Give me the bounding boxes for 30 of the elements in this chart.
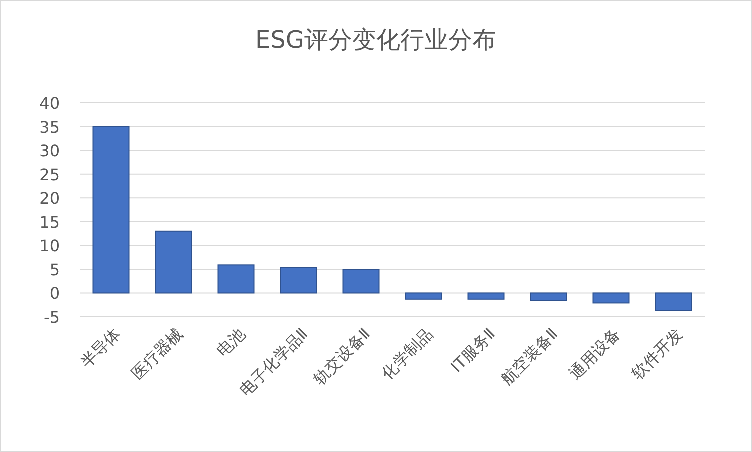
x-tick-label: 轨交设备Ⅱ (310, 324, 374, 389)
bar (280, 267, 318, 294)
x-tick-label: 航空装备Ⅱ (497, 324, 562, 389)
y-tick-label: 40 (40, 94, 60, 113)
bar (468, 292, 505, 300)
x-tick-label: 电池 (213, 324, 250, 360)
y-tick-label: -5 (44, 308, 60, 327)
x-tick-label: 医疗器械 (128, 324, 187, 384)
bar (92, 126, 130, 294)
chart-title: ESG评分变化行业分布 (256, 26, 496, 54)
x-tick-label: IT服务Ⅱ (447, 324, 500, 376)
y-tick-label: 30 (40, 142, 60, 161)
bar (155, 230, 192, 294)
bar (218, 264, 255, 294)
x-tick-label: 半导体 (76, 324, 124, 372)
x-tick-label: 软件开发 (628, 324, 687, 384)
bar (655, 292, 692, 312)
bar (592, 292, 630, 304)
y-tick-label: 0 (50, 284, 60, 304)
y-tick-label: 15 (40, 212, 60, 232)
y-tick-label: 10 (40, 236, 60, 256)
x-tick-label: 通用设备 (565, 324, 624, 384)
y-tick-label: 25 (40, 165, 60, 184)
y-tick-label: 35 (40, 118, 60, 137)
bar (530, 292, 568, 302)
bar (342, 269, 380, 294)
y-tick-label: 5 (50, 260, 60, 280)
x-tick-label: 化学制品 (378, 324, 437, 384)
y-tick-label: 20 (40, 189, 60, 208)
bar (405, 292, 442, 300)
